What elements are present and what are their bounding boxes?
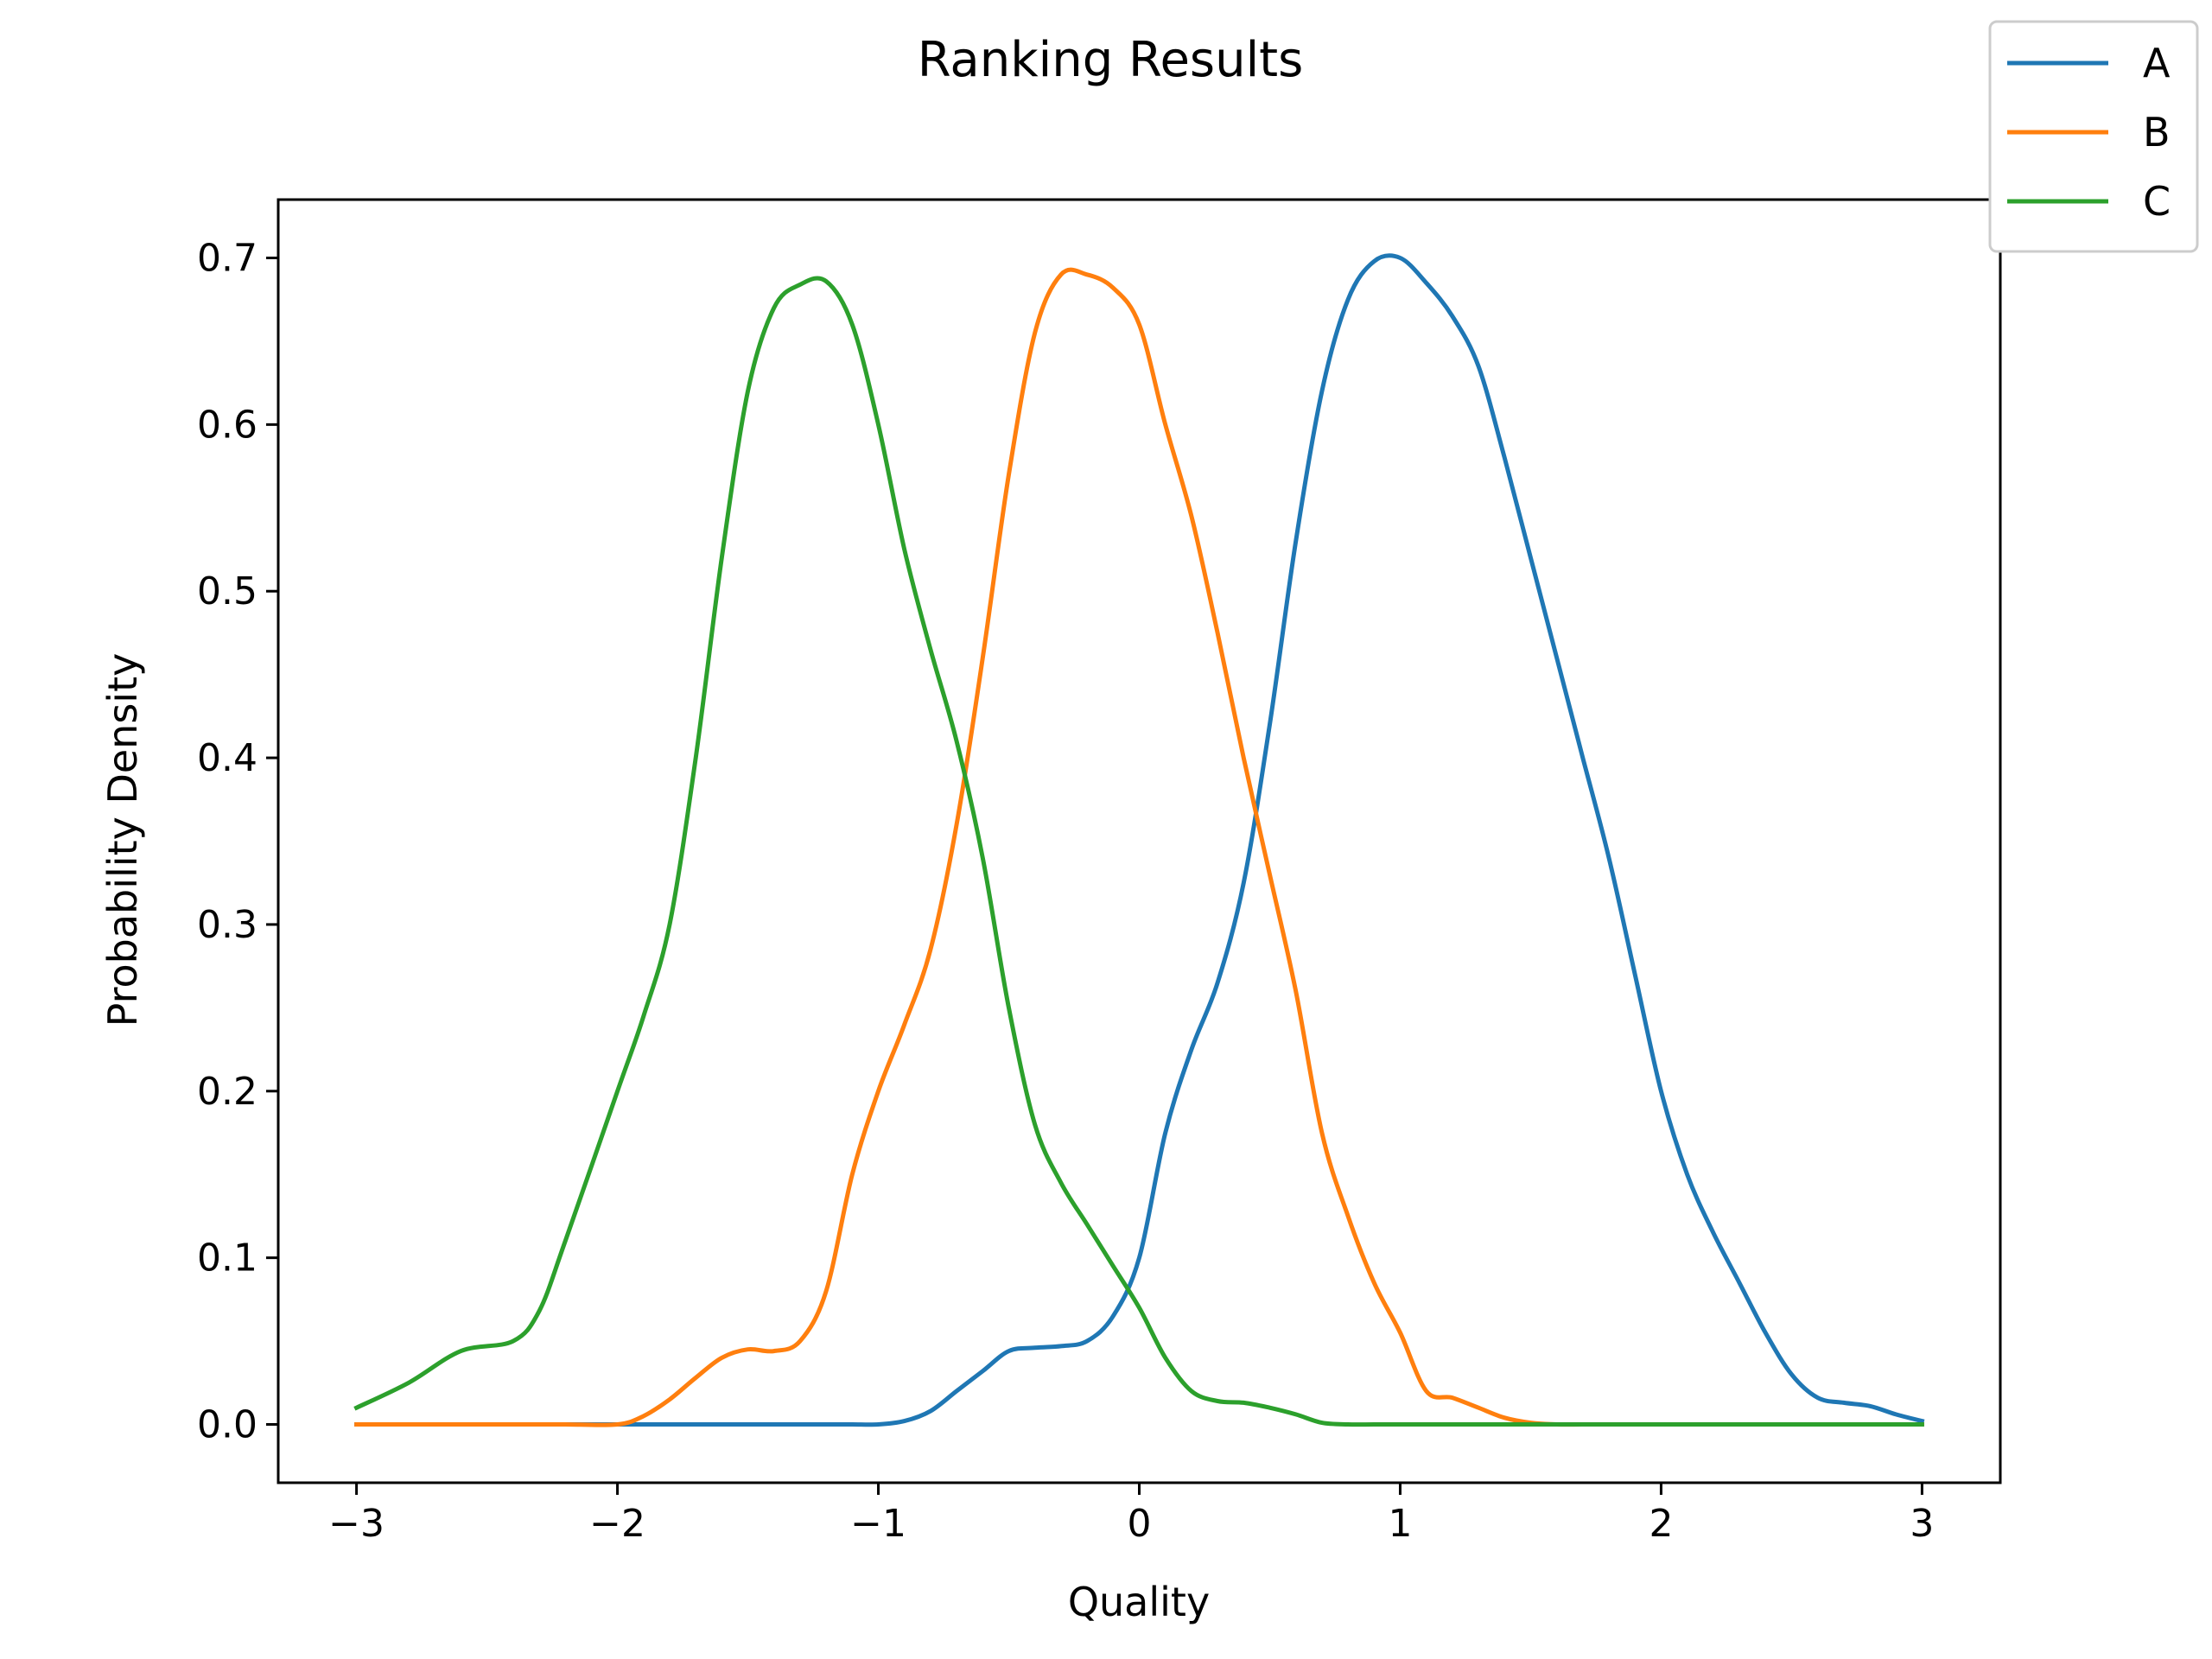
x-tick-label: 3	[1910, 1502, 1934, 1546]
series-line-c	[353, 276, 1924, 1427]
legend-label-a: A	[2143, 40, 2171, 86]
y-tick-label: 0.4	[197, 736, 257, 780]
x-tick-label: −3	[328, 1502, 385, 1546]
legend-frame	[1988, 20, 2199, 253]
y-tick-label: 0.3	[197, 903, 257, 947]
plot-area	[353, 253, 1925, 1427]
x-axis-label: Quality	[1068, 1579, 1210, 1625]
y-tick-label: 0.0	[197, 1403, 257, 1447]
x-tick-label: −2	[589, 1502, 645, 1546]
y-tick-label: 0.5	[197, 569, 257, 613]
chart-title: Ranking Results	[918, 32, 1304, 88]
y-axis: 0.0 0.1 0.2 0.3 0.4 0.5 0.6 0.7	[197, 237, 278, 1447]
y-tick-label: 0.2	[197, 1070, 257, 1114]
x-tick-label: −1	[850, 1502, 906, 1546]
y-tick-label: 0.7	[197, 237, 257, 281]
legend: ABC	[1988, 20, 2199, 253]
x-axis: −3 −2 −1 0 1 2 3	[328, 1483, 1934, 1546]
series-line-a	[354, 253, 1925, 1427]
y-tick-label: 0.1	[197, 1236, 257, 1281]
x-tick-label: 0	[1128, 1502, 1152, 1546]
legend-label-b: B	[2143, 109, 2171, 156]
x-tick-label: 1	[1388, 1502, 1412, 1546]
legend-label-c: C	[2143, 178, 2171, 225]
x-tick-label: 2	[1649, 1502, 1673, 1546]
y-axis-label: Probability Density	[99, 653, 146, 1027]
y-tick-label: 0.6	[197, 403, 257, 447]
